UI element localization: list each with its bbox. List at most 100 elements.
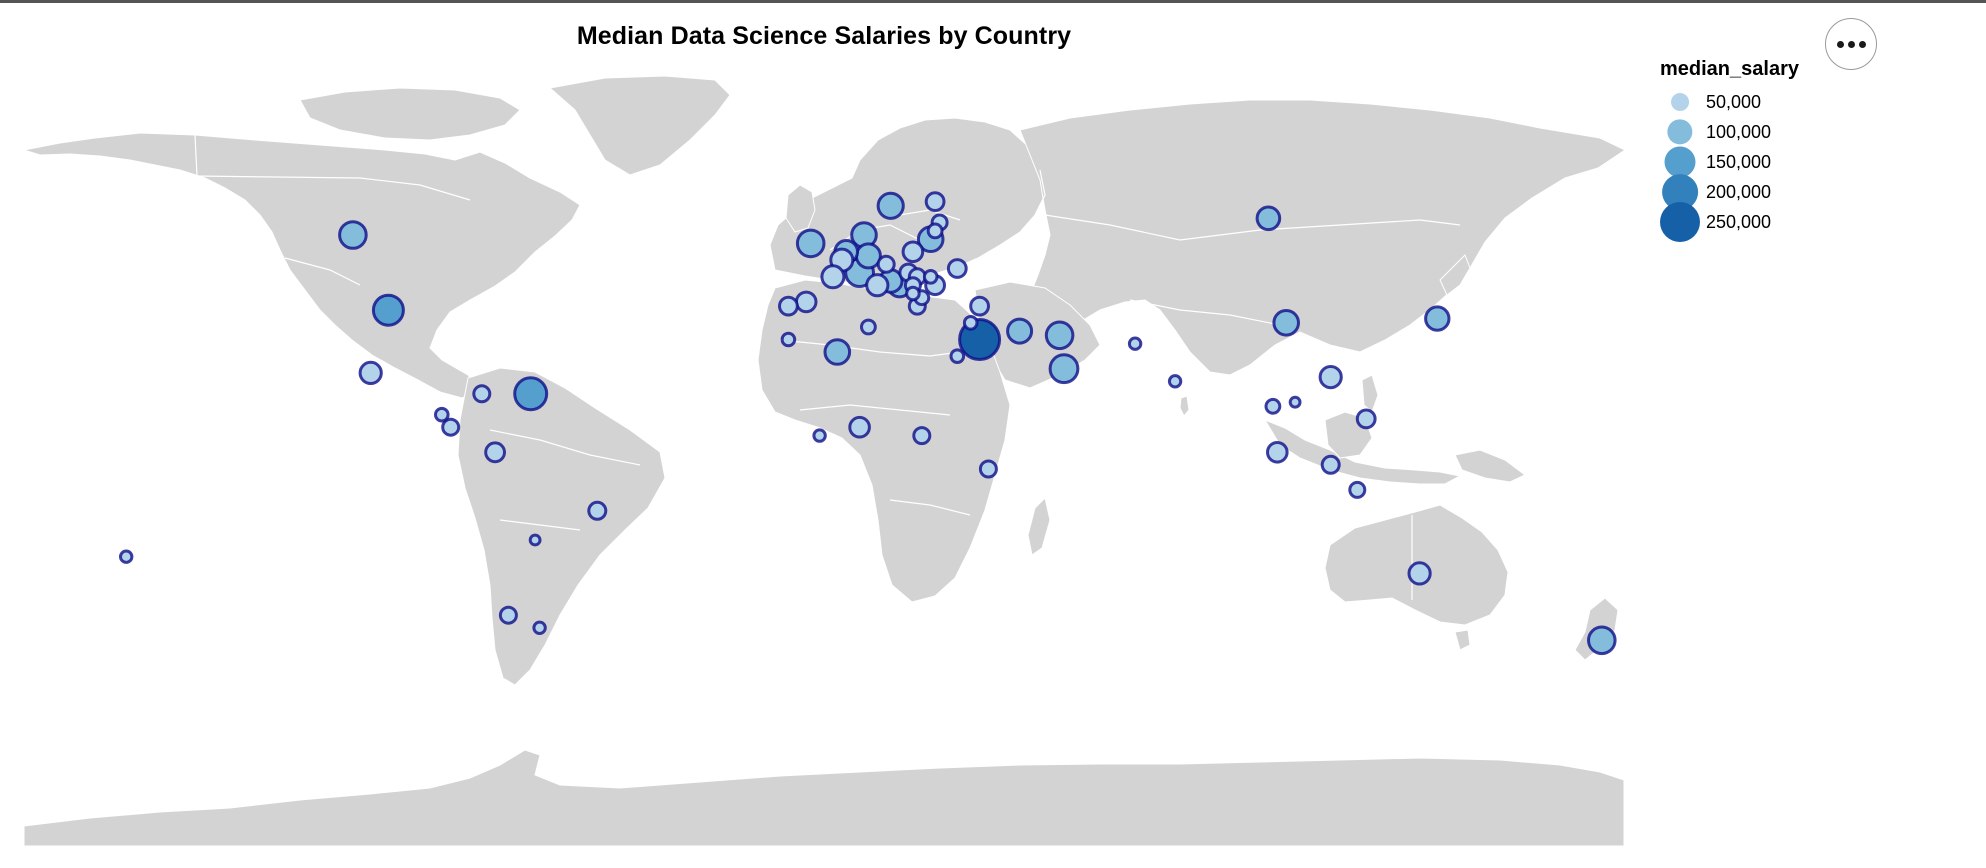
land-north-america [23,132,581,399]
salary-marker[interactable] [119,549,134,564]
salary-marker[interactable] [876,191,905,220]
salary-marker[interactable] [794,290,818,314]
salary-marker[interactable] [1006,317,1034,345]
salary-marker[interactable] [1048,353,1080,385]
border-china-india [1129,299,1281,326]
land-antarctica [23,749,1625,847]
legend-swatch [1667,119,1693,145]
border-russia-south [1044,214,1461,241]
salary-marker[interactable] [1044,320,1075,351]
salary-marker[interactable] [901,240,925,264]
salary-marker[interactable] [1587,625,1617,656]
legend-label: 100,000 [1706,121,1772,142]
legend-item: 100,000 [1660,117,1860,147]
salary-marker[interactable] [1272,309,1300,337]
border-usa-canada [194,175,471,201]
salary-marker[interactable] [812,428,827,443]
salary-marker[interactable] [1167,374,1183,389]
legend-title: median_salary [1660,58,1799,80]
salary-marker[interactable] [1255,205,1282,232]
salary-marker[interactable] [1264,397,1282,415]
salary-marker[interactable] [912,426,932,446]
border-south-america-1 [489,429,641,466]
salary-marker[interactable] [338,220,368,250]
border-africa-south [889,499,971,516]
border-africa-central [799,404,951,416]
country-border-layer [194,134,1461,600]
land-japan [1439,254,1471,296]
border-usa-mexico [284,257,361,286]
legend-item: 200,000 [1660,174,1860,210]
land-arctic-islands [299,87,521,141]
salary-marker[interactable] [358,360,383,385]
salary-marker[interactable] [820,264,846,290]
land-great-britain [785,184,816,233]
salary-marker-layer [119,191,1617,656]
border-alaska [194,134,198,177]
salary-marker[interactable] [876,254,896,274]
land-tasmania [1454,629,1471,651]
legend-item: 250,000 [1660,202,1860,242]
salary-marker[interactable] [865,273,890,298]
salary-marker[interactable] [528,533,542,547]
salary-marker[interactable] [484,441,507,464]
legend-swatch [1671,93,1689,111]
legend: median_salary 50,000 100,000 150,000 200… [1660,58,1860,242]
salary-marker[interactable] [795,228,826,259]
chart-actions-button[interactable] [1825,18,1877,70]
salary-marker[interactable] [1127,336,1143,351]
legend-label: 200,000 [1706,181,1772,202]
border-europe-east [1034,169,1046,216]
salary-marker[interactable] [1288,395,1302,409]
salary-marker[interactable] [532,620,547,635]
salary-marker[interactable] [1355,408,1377,430]
salary-marker[interactable] [778,295,799,317]
land-sri-lanka [1179,395,1190,417]
salary-marker[interactable] [371,293,405,327]
salary-marker[interactable] [1348,480,1367,499]
salary-marker[interactable] [1424,305,1451,332]
land-asia [1019,99,1627,376]
salary-marker[interactable] [1320,454,1341,475]
salary-marker[interactable] [472,384,492,404]
salary-marker[interactable] [1407,561,1432,586]
salary-marker[interactable] [513,376,549,412]
legend-item: 50,000 [1660,87,1860,117]
salary-marker[interactable] [978,459,998,479]
salary-marker[interactable] [962,315,979,331]
salary-marker[interactable] [441,417,461,437]
legend-swatch [1664,146,1696,178]
ellipsis-icon [1835,40,1868,48]
salary-marker[interactable] [848,415,871,439]
salary-marker[interactable] [946,258,968,279]
legend-label: 50,000 [1706,91,1762,112]
legend-item: 150,000 [1660,146,1860,178]
land-madagascar [1027,497,1051,556]
legend-label: 150,000 [1706,151,1772,172]
border-south-america-2 [499,519,581,531]
salary-marker[interactable] [860,318,877,336]
salary-marker[interactable] [780,331,797,348]
salary-marker[interactable] [587,500,608,521]
chart-title: Median Data Science Salaries by Country [576,22,1072,50]
land-philippines [1361,374,1379,413]
salary-marker[interactable] [949,348,966,365]
legend-swatch [1660,202,1700,242]
salary-marker[interactable] [434,406,450,423]
salary-marker[interactable] [498,605,518,625]
salary-marker[interactable] [1318,365,1343,390]
salary-marker[interactable] [905,285,921,302]
salary-marker[interactable] [969,295,990,317]
salary-marker[interactable] [926,222,944,240]
land-new-guinea [1454,449,1526,483]
land-south-america [457,367,666,686]
salary-marker[interactable] [924,191,946,213]
salary-marker[interactable] [823,338,852,366]
legend-label: 250,000 [1706,211,1772,232]
top-border-line [0,0,1986,3]
salary-marker[interactable] [1266,441,1289,464]
land-layer [23,75,1627,847]
salary-marker[interactable] [922,269,939,285]
land-greenland [548,75,731,176]
